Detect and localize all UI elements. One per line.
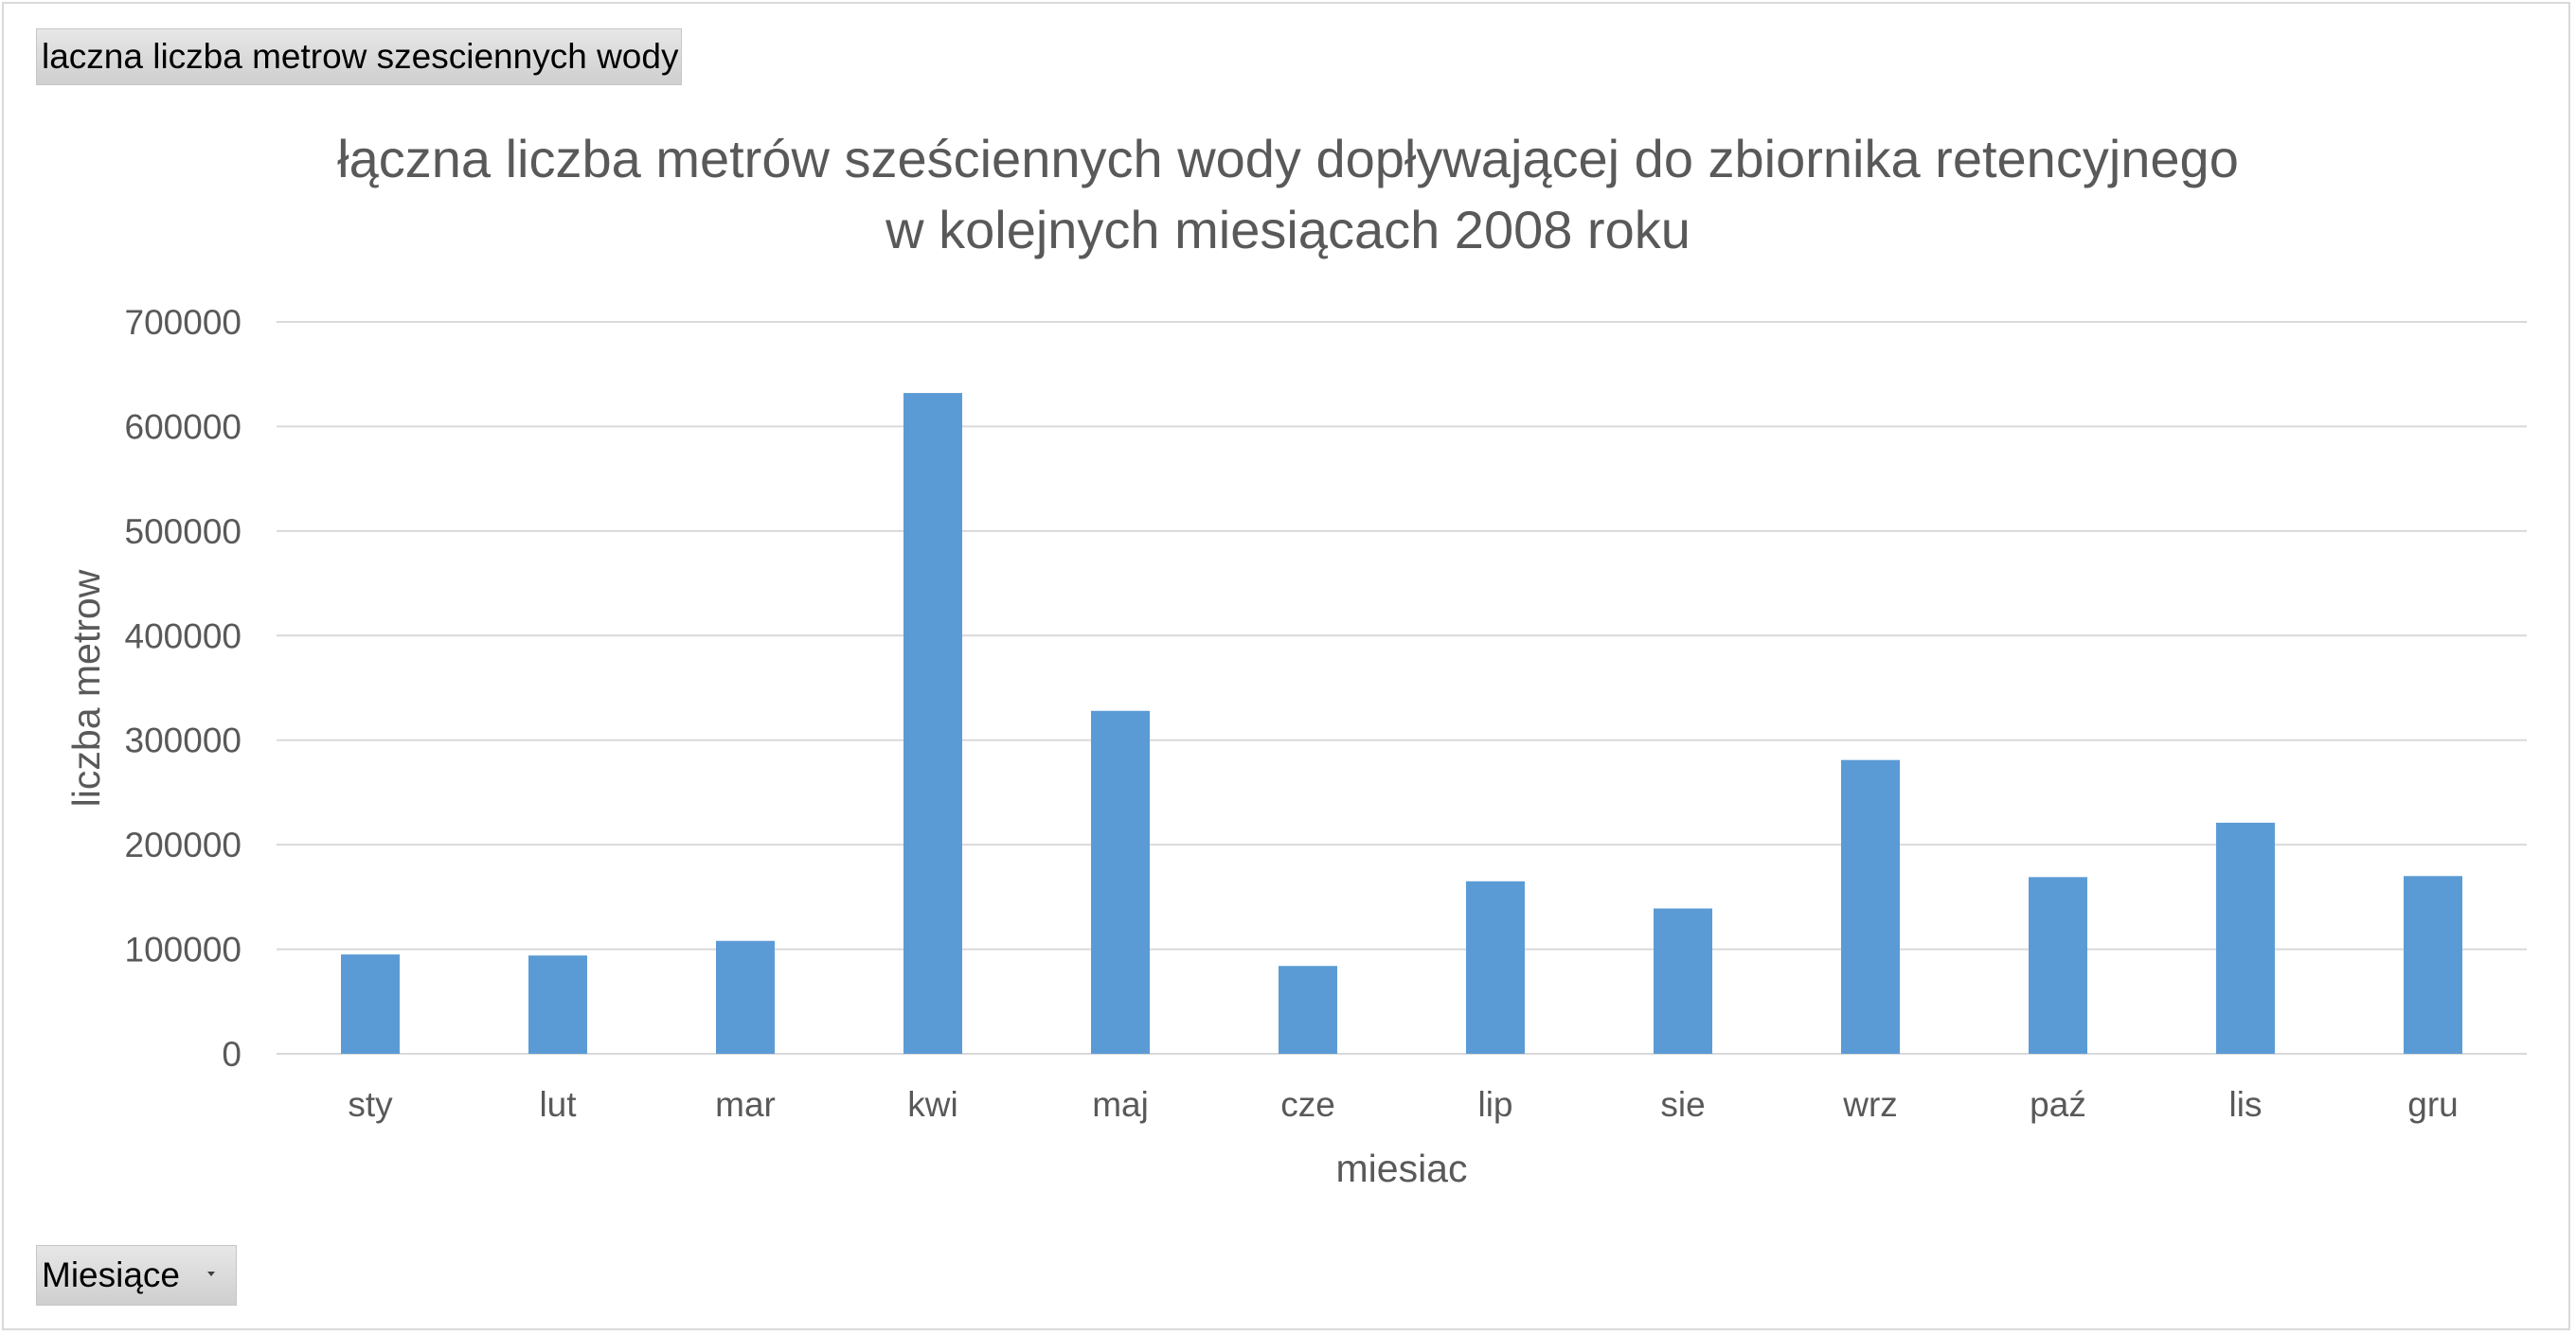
y-axis-title: liczba metrow	[64, 569, 108, 807]
bar-lip	[1466, 881, 1525, 1054]
x-tick-label: lip	[1477, 1085, 1512, 1124]
x-tick-label: paź	[2030, 1085, 2086, 1124]
x-axis-labels: sty lut mar kwi maj cze lip sie wrz paź lis gru	[348, 1085, 2458, 1124]
x-tick-label: lut	[539, 1085, 577, 1124]
x-tick-label: cze	[1280, 1085, 1335, 1124]
x-tick-label: mar	[715, 1085, 776, 1124]
x-tick-label: lis	[2229, 1085, 2263, 1124]
x-tick-label: sty	[348, 1085, 393, 1124]
y-tick-label: 500000	[125, 512, 242, 551]
x-tick-label: maj	[1092, 1085, 1149, 1124]
bar-kwi	[903, 393, 962, 1054]
bar-wrz	[1841, 759, 1900, 1054]
bar-sie	[1654, 908, 1712, 1054]
dropdown-arrow-icon[interactable]	[207, 1272, 215, 1276]
gridlines	[277, 321, 2527, 1055]
y-tick-label: 600000	[125, 407, 242, 446]
values-field-label: laczna liczba metrow szesciennych wody	[42, 37, 679, 76]
bar-maj	[1091, 710, 1150, 1054]
x-tick-label: kwi	[907, 1085, 957, 1124]
x-tick-label: wrz	[1842, 1085, 1898, 1124]
bar-cze	[1279, 966, 1337, 1054]
x-axis-title: miesiac	[1336, 1147, 1468, 1190]
y-tick-label: 200000	[125, 826, 242, 864]
y-tick-label: 300000	[125, 721, 242, 760]
bar-mar	[716, 940, 775, 1054]
axis-field-label: Miesiące	[42, 1255, 180, 1294]
bar-sty	[341, 954, 400, 1054]
y-tick-label: 100000	[125, 931, 242, 970]
x-tick-label: sie	[1660, 1085, 1705, 1124]
bar-gru	[2404, 876, 2462, 1054]
chart-title-line-1: łączna liczba metrów sześciennych wody d…	[337, 129, 2239, 188]
axis-field-button[interactable]: Miesiące	[36, 1245, 237, 1306]
y-tick-label: 0	[222, 1035, 242, 1074]
bars	[341, 393, 2462, 1054]
chart-title-line-2: w kolejnych miesiącach 2008 roku	[885, 200, 1690, 259]
values-field-button[interactable]: laczna liczba metrow szesciennych wody	[36, 28, 682, 85]
x-tick-label: gru	[2407, 1085, 2458, 1124]
bar-lut	[528, 955, 587, 1054]
y-axis-ticks: 0 100000 200000 300000 400000 500000 600000 700…	[125, 303, 242, 1074]
y-tick-label: 700000	[125, 303, 242, 342]
y-tick-label: 400000	[125, 616, 242, 655]
bar-paź	[2029, 877, 2087, 1054]
bar-lis	[2216, 822, 2275, 1054]
